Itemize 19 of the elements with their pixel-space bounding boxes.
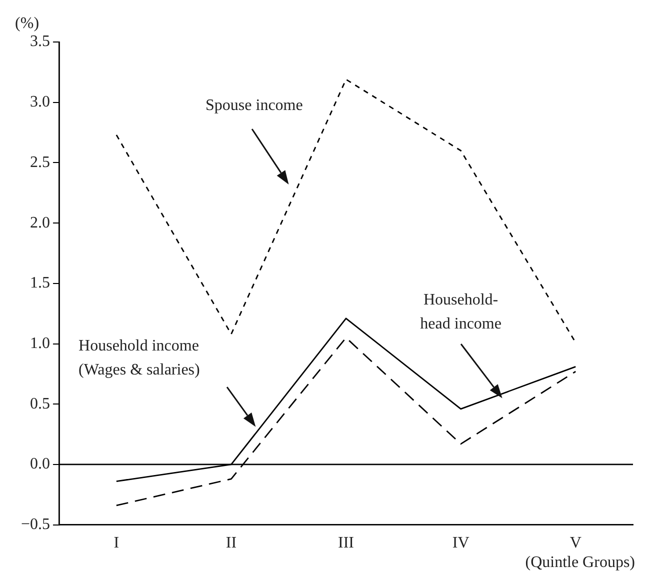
y-tick-label: 2.0 [30,214,50,232]
y-axis-title: (%) [15,15,40,32]
annotation: Household income (Wages & salaries) [78,337,200,378]
y-tick-label: 1.5 [30,274,50,292]
y-tick-label: 0.5 [30,395,50,412]
x-tick-label: II [226,534,237,552]
x-axis-title: (Quintle Groups) [525,554,635,572]
y-tick-label: 3.5 [30,33,50,50]
y-tick-label: 0.0 [30,456,50,473]
x-tick-label: I [114,534,120,552]
x-tick-label: IV [452,534,470,552]
x-tick-label: III [338,534,354,552]
y-tick-label: 2.5 [30,154,50,171]
x-tick-label: V [570,534,582,552]
annotation: Household- head income [420,292,502,332]
y-tick-label: 3.0 [30,94,50,111]
y-tick-label: 1.0 [30,334,50,352]
y-tick-label: −0.5 [20,516,50,534]
annotation: Spouse income [206,97,303,114]
